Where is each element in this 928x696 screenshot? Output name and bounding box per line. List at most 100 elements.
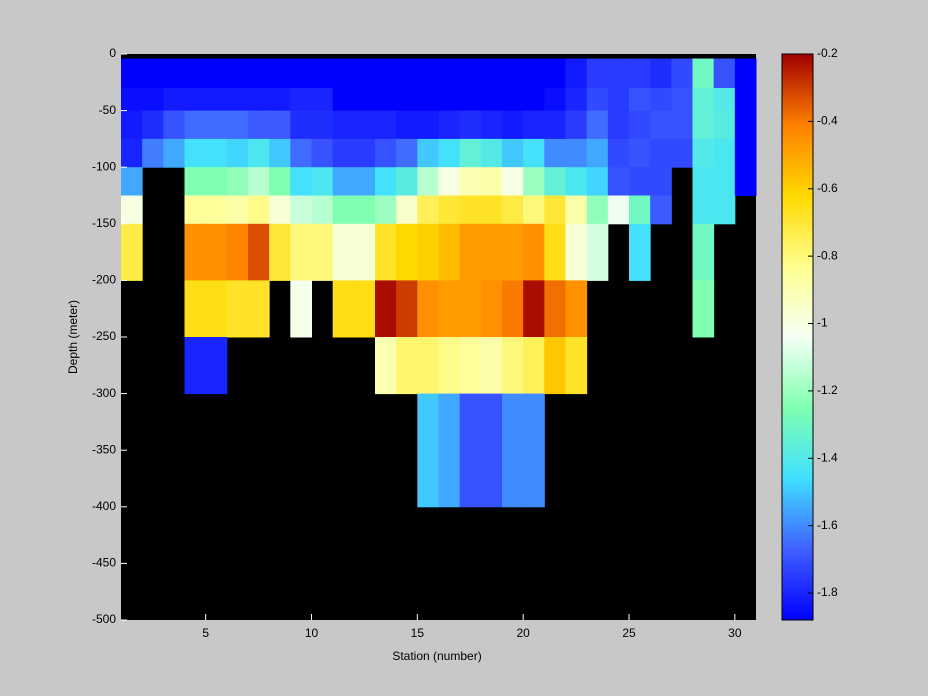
cell [523, 337, 545, 395]
colorbar-tick-label: -1.8 [817, 585, 838, 599]
cell [692, 110, 715, 140]
cell [311, 58, 334, 89]
cell [713, 167, 736, 196]
cell [332, 223, 355, 281]
cell [438, 195, 461, 225]
cell [396, 110, 418, 140]
cell [226, 110, 249, 140]
cell [248, 138, 270, 168]
cell [332, 280, 355, 338]
cell [459, 195, 482, 225]
cell [480, 167, 503, 196]
cell [480, 195, 503, 225]
cell [290, 280, 312, 338]
cell [438, 138, 461, 168]
cell [142, 110, 164, 140]
cell [692, 138, 715, 168]
cell [459, 87, 482, 112]
cell [142, 138, 164, 168]
cell [332, 167, 355, 196]
cell [480, 87, 503, 112]
cell [438, 280, 461, 338]
cell [248, 167, 270, 196]
y-tick-label: -350 [92, 442, 116, 456]
cell [650, 167, 672, 196]
cell [375, 138, 397, 168]
cell [459, 58, 482, 89]
cell [353, 223, 376, 281]
cell [205, 167, 228, 196]
cell [269, 110, 291, 140]
cell [671, 58, 693, 89]
cell [502, 337, 524, 395]
cell [375, 58, 397, 89]
cell [692, 195, 715, 225]
cell [480, 58, 503, 89]
cell [226, 280, 249, 338]
cell [523, 280, 545, 338]
cell [502, 110, 524, 140]
cell [607, 138, 630, 168]
cell [650, 138, 672, 168]
cell [629, 223, 651, 281]
y-tick-label: -150 [92, 216, 116, 230]
cell [586, 87, 609, 112]
cell [565, 280, 588, 338]
cell [269, 223, 291, 281]
x-tick-label: 20 [516, 626, 530, 640]
cell [607, 58, 630, 89]
cell [269, 58, 291, 89]
cell [205, 280, 228, 338]
cell [734, 58, 757, 89]
cell [607, 167, 630, 196]
cell [734, 138, 757, 168]
cell [459, 110, 482, 140]
y-tick-label: -400 [92, 499, 116, 513]
cell [713, 195, 736, 225]
cell [311, 195, 334, 225]
cell [544, 58, 566, 89]
cell [438, 393, 461, 508]
cell [586, 223, 609, 281]
cell [544, 337, 566, 395]
cell [205, 195, 228, 225]
cell [205, 223, 228, 281]
cell [269, 195, 291, 225]
cell [417, 138, 439, 168]
cell [565, 167, 588, 196]
cell [480, 110, 503, 140]
y-tick-label: -250 [92, 329, 116, 343]
cell [438, 87, 461, 112]
cell [353, 280, 376, 338]
x-tick-label: 10 [305, 626, 319, 640]
cell [269, 167, 291, 196]
cell [184, 167, 207, 196]
cell [734, 167, 757, 196]
cell [396, 58, 418, 89]
cell [375, 280, 397, 338]
cell [417, 58, 439, 89]
cell [396, 138, 418, 168]
colorbar-tick-label: -1.2 [817, 383, 838, 397]
cell [184, 223, 207, 281]
cell [565, 337, 588, 395]
cell [502, 223, 524, 281]
cell [523, 223, 545, 281]
cell [417, 87, 439, 112]
cell [332, 138, 355, 168]
cell [438, 337, 461, 395]
cell [586, 110, 609, 140]
cell [290, 195, 312, 225]
colorbar [781, 53, 814, 621]
cell [480, 393, 503, 508]
cell [396, 195, 418, 225]
cell [565, 223, 588, 281]
cell [629, 110, 651, 140]
cell [375, 167, 397, 196]
cell [692, 280, 715, 338]
y-tick-label: -100 [92, 159, 116, 173]
cell [417, 195, 439, 225]
cell [459, 337, 482, 395]
cell [713, 58, 736, 89]
